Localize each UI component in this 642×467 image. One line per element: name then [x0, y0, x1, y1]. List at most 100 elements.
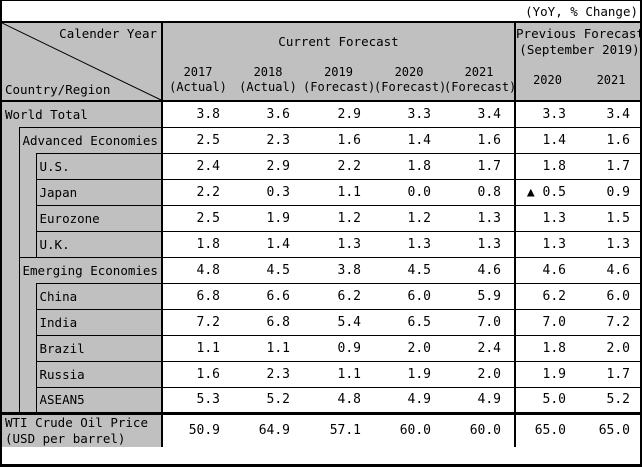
value-cell: 4.8	[162, 256, 234, 284]
value-cell: 1.1	[303, 360, 375, 388]
value-cell: 1.3	[515, 204, 580, 232]
row-label: U.S.	[36, 152, 164, 180]
value-cell: 1.3	[444, 204, 517, 232]
value-cell: 7.0	[515, 308, 580, 336]
column-header-2018-actual: 2018 (Actual)	[233, 60, 304, 102]
value-cell: 1.8	[162, 230, 234, 258]
value-cell: 3.4	[444, 100, 517, 128]
table-row-wti-oil-price: WTI Crude Oil Price (USD per barrel) 50.…	[2, 411, 640, 447]
value-cell: 1.3	[515, 230, 580, 258]
value-cell: 6.2	[303, 282, 375, 310]
value-cell: 5.0	[515, 386, 580, 414]
current-forecast-header: Current Forecast	[162, 22, 517, 60]
oil-label-line2: (USD per barrel)	[5, 430, 126, 446]
table-row-russia: Russia 1.6 2.3 1.1 1.9 2.0 1.9 1.7	[2, 360, 640, 388]
value-cell: 1.8	[515, 334, 580, 362]
value-cell: 2.4	[444, 334, 517, 362]
value-cell: 2.9	[303, 100, 375, 128]
row-label: Japan	[36, 178, 164, 206]
value-cell: 1.7	[444, 152, 517, 180]
column-header-2019-forecast: 2019 (Forecast)	[303, 60, 376, 102]
value-cell: 2.3	[233, 360, 304, 388]
value-cell: 1.8	[374, 152, 445, 180]
value-cell: 3.8	[162, 100, 234, 128]
value-cell: 64.9	[233, 411, 304, 447]
indent-spacer	[19, 283, 37, 413]
year-label: 2020	[394, 65, 424, 79]
value-cell: 0.9	[579, 178, 640, 206]
indent-spacer	[2, 127, 20, 413]
value-cell: 1.1	[303, 178, 375, 206]
previous-forecast-label: Previous Forecast	[516, 25, 642, 41]
oil-label-line1: WTI Crude Oil Price	[5, 414, 148, 430]
value-cell: 60.0	[444, 411, 517, 447]
section-header-row: Calender Year Country/Region Current For…	[2, 22, 642, 102]
value-cell: 3.4	[579, 100, 640, 128]
value-cell: 4.9	[374, 386, 445, 414]
value-cell: 2.4	[162, 152, 234, 180]
status-label: (Forecast)	[374, 80, 447, 94]
column-header-prev-2021: 2021	[579, 60, 640, 102]
value-cell: 4.8	[303, 386, 375, 414]
status-label: (Actual)	[239, 80, 297, 94]
table-row-emerging-economies: Emerging Economies 4.8 4.5 3.8 4.5 4.6 4…	[2, 256, 640, 284]
table-row-world-total: World Total 3.8 3.6 2.9 3.3 3.4 3.3 3.4	[2, 100, 640, 128]
value-cell: 3.8	[303, 256, 375, 284]
value-cell: 1.9	[374, 360, 445, 388]
corner-label-country-region: Country/Region	[5, 82, 111, 97]
value-cell: 2.5	[162, 204, 234, 232]
table-row-japan: Japan 2.2 0.3 1.1 0.0 0.8 ▲ 0.5 0.9	[2, 178, 640, 206]
value-cell: 1.6	[303, 126, 375, 154]
value-cell: 60.0	[374, 411, 445, 447]
table-row-china: China 6.8 6.6 6.2 6.0 5.9 6.2 6.0	[2, 282, 640, 413]
value-cell: 7.2	[579, 308, 640, 336]
row-label: U.K.	[36, 230, 164, 258]
value-cell: 65.0	[579, 411, 640, 447]
value-cell: 1.4	[515, 126, 580, 154]
value-cell: 1.4	[233, 230, 304, 258]
value-cell-negative: ▲ 0.5	[515, 178, 580, 206]
row-label: ASEAN5	[36, 386, 164, 414]
table-row-us: U.S. 2.4 2.9 2.2 1.8 1.7 1.8 1.7	[2, 152, 640, 257]
corner-header-cell: Calender Year Country/Region	[2, 22, 164, 102]
value-cell: 6.6	[233, 282, 304, 310]
value-cell: 2.0	[374, 334, 445, 362]
previous-forecast-header: Previous Forecast (September 2019)	[515, 22, 642, 60]
value-cell: 3.3	[515, 100, 580, 128]
value-cell: 4.6	[444, 256, 517, 284]
value-cell: 1.1	[233, 334, 304, 362]
value-cell: 50.9	[162, 411, 234, 447]
table-row-eurozone: Eurozone 2.5 1.9 1.2 1.2 1.3 1.3 1.5	[2, 204, 640, 232]
value-cell: 6.8	[162, 282, 234, 310]
value-cell: 5.2	[579, 386, 640, 414]
value-cell: 2.0	[444, 360, 517, 388]
value-cell: 2.2	[162, 178, 234, 206]
column-header-prev-2020: 2020	[515, 60, 580, 102]
diagonal-divider	[2, 23, 161, 100]
value-cell: 3.6	[233, 100, 304, 128]
value-cell: 1.9	[233, 204, 304, 232]
value-cell: 1.6	[579, 126, 640, 154]
value-cell: 5.2	[233, 386, 304, 414]
value-cell: 1.5	[579, 204, 640, 232]
value-cell: 65.0	[515, 411, 580, 447]
value-cell: 6.8	[233, 308, 304, 336]
row-label: Russia	[36, 360, 164, 388]
previous-forecast-date: (September 2019)	[519, 41, 640, 57]
table-row-india: India 7.2 6.8 5.4 6.5 7.0 7.0 7.2	[2, 308, 640, 336]
value-cell: 2.9	[233, 152, 304, 180]
status-label: (Forecast)	[303, 80, 376, 94]
unit-note: (YoY, % Change)	[525, 3, 638, 19]
value-cell: 6.5	[374, 308, 445, 336]
value-cell: 6.0	[374, 282, 445, 310]
value-cell: 1.3	[374, 230, 445, 258]
value-cell: 4.5	[374, 256, 445, 284]
value-cell: 1.3	[579, 230, 640, 258]
value-cell: 3.3	[374, 100, 445, 128]
value-cell: 1.4	[374, 126, 445, 154]
year-label: 2021	[464, 65, 494, 79]
table-row-asean5: ASEAN5 5.3 5.2 4.8 4.9 4.9 5.0 5.2	[2, 386, 640, 414]
row-label: Brazil	[36, 334, 164, 362]
value-cell: 6.0	[579, 282, 640, 310]
